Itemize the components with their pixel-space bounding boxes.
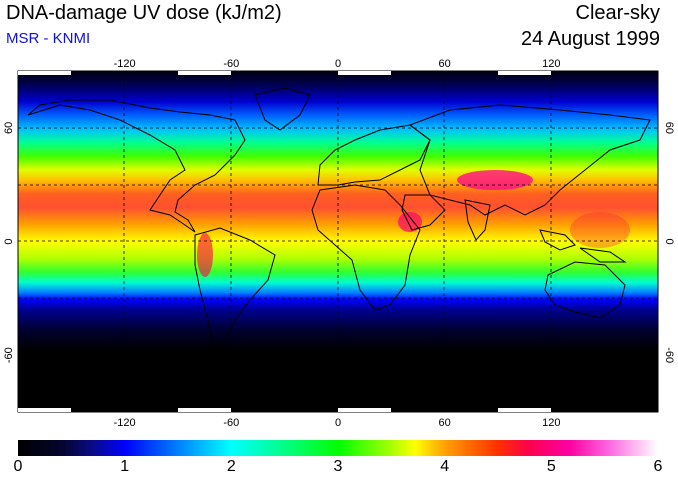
tibet-hotspot: [457, 170, 533, 190]
pacific-warm-area: [570, 212, 630, 248]
lat-label: -60: [3, 347, 15, 363]
lat-label: 60: [3, 122, 15, 134]
colorbar-tick-label: 4: [440, 458, 450, 475]
arabia-hotspot: [398, 212, 422, 232]
coastlines: [18, 87, 658, 399]
colorbar: [18, 440, 658, 456]
colorbar-tick-label: 2: [226, 458, 236, 475]
lat-labels-left: 60 0 -60: [3, 122, 15, 363]
lon-label: 60: [439, 417, 451, 429]
lon-labels-top: -120 -60 0 60 120: [114, 58, 561, 70]
lon-labels-bottom: -120 -60 0 60 120: [114, 417, 561, 429]
lon-label: -60: [223, 417, 239, 429]
map-source: MSR - KNMI: [6, 30, 91, 47]
graticule: [18, 71, 658, 412]
lat-label: 0: [3, 238, 15, 244]
lat-labels-right: 60 0 -60: [663, 122, 675, 363]
map-border-ticks: [18, 71, 551, 412]
lon-label: -120: [114, 58, 136, 70]
lon-label: 0: [335, 417, 341, 429]
lon-label: 120: [542, 417, 560, 429]
lat-label: 60: [663, 122, 675, 134]
colorbar-tick-label: 3: [333, 458, 343, 475]
colorbar-tick-label: 5: [546, 458, 556, 475]
andes-hotspot: [197, 233, 213, 277]
lon-label: 60: [439, 58, 451, 70]
colorbar-tick-label: 0: [13, 458, 23, 475]
lat-label: 0: [663, 238, 675, 244]
map-date: 24 August 1999: [520, 28, 660, 50]
lon-label: -60: [223, 58, 239, 70]
lat-label: -60: [663, 347, 675, 363]
lon-label: 120: [542, 58, 560, 70]
lon-label: -120: [114, 417, 136, 429]
colorbar-tick-label: 1: [120, 458, 130, 475]
sky-condition: Clear-sky: [575, 2, 660, 24]
lon-label: 0: [335, 58, 341, 70]
map-title: DNA-damage UV dose (kJ/m2): [6, 2, 282, 24]
colorbar-tick-label: 6: [653, 458, 663, 475]
